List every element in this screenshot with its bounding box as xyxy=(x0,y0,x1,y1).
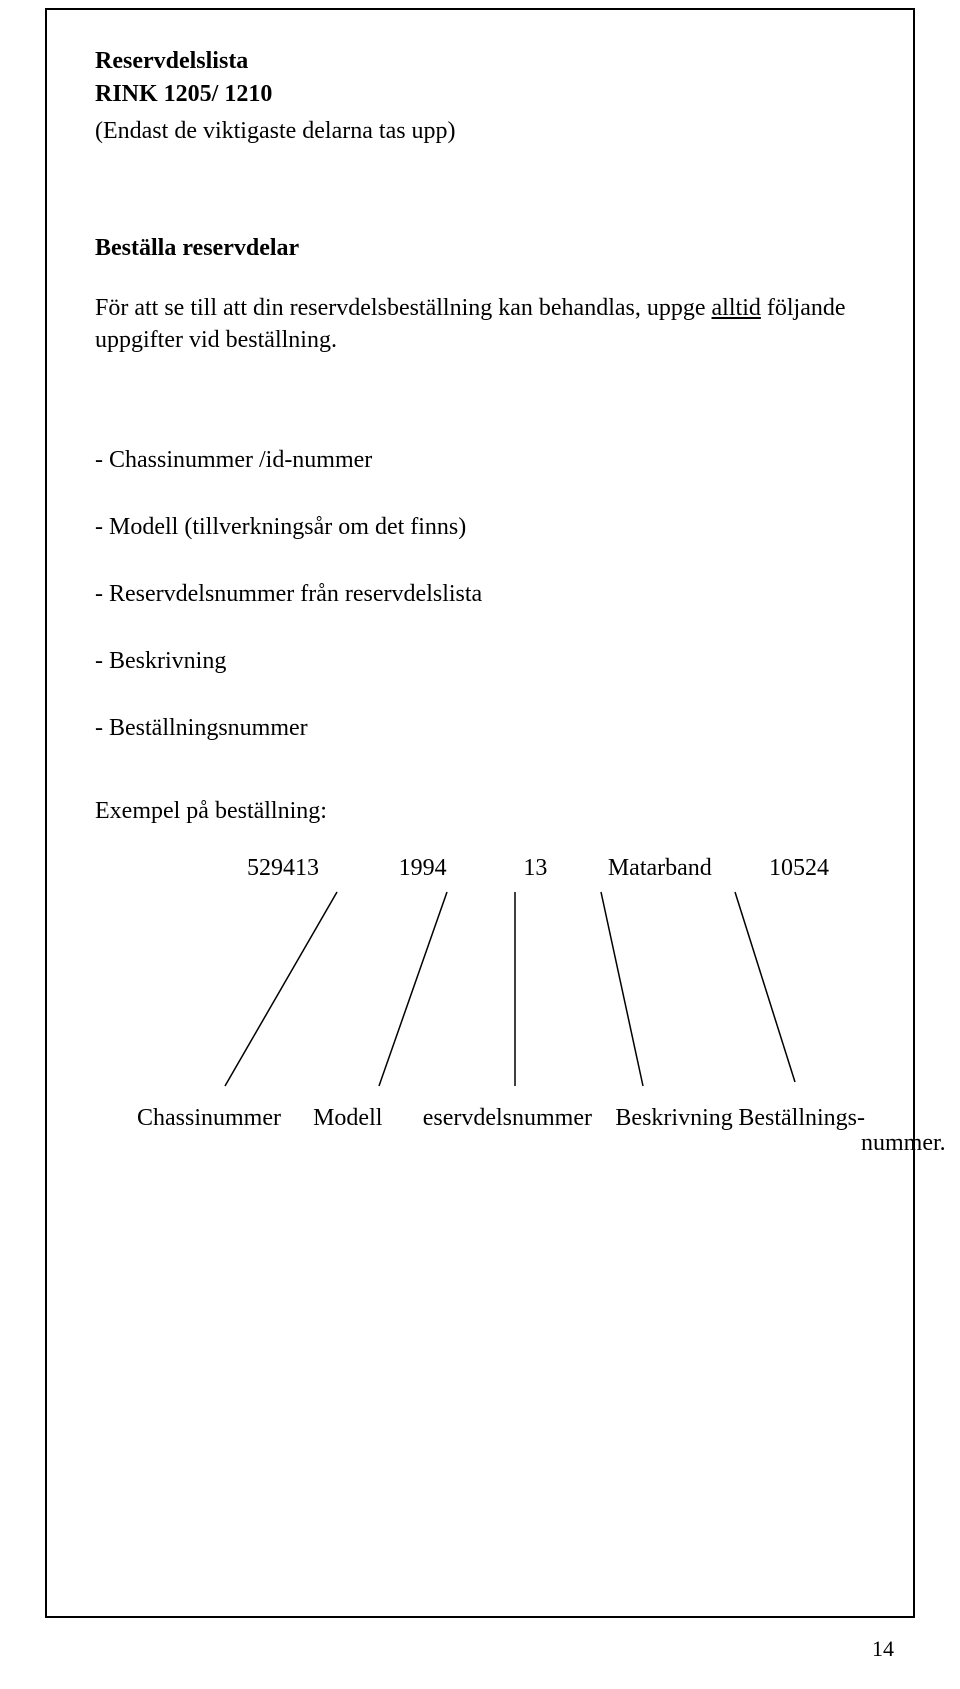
para-underlined: alltid xyxy=(712,295,761,321)
subtitle: (Endast de viktigaste delarna tas upp) xyxy=(95,118,865,145)
example-value: 10524 xyxy=(769,855,865,882)
list-item: - Beskrivning xyxy=(95,648,865,675)
label-eservdelsnummer: eservdelsnummer xyxy=(423,1105,616,1132)
example-label: Exempel på beställning: xyxy=(95,798,865,825)
page-frame: Reservdelslista RINK 1205/ 1210 (Endast … xyxy=(45,8,915,1618)
label-chassinummer: Chassinummer xyxy=(137,1105,313,1132)
example-value: 529413 xyxy=(247,855,399,882)
title-reservdelslista: Reservdelslista xyxy=(95,48,865,75)
page-number: 14 xyxy=(872,1636,894,1662)
example-values-row: 529413 1994 13 Matarband 10524 xyxy=(247,855,865,882)
section-heading: Beställa reservdelar xyxy=(95,235,865,262)
list-item: - Reservdelsnummer från reservdelslista xyxy=(95,581,865,608)
example-value: 1994 xyxy=(399,855,524,882)
connector-diagram xyxy=(95,882,865,1097)
para-part1: För att se till att din reservdelsbestäl… xyxy=(95,295,712,321)
label-beskrivning: Beskrivning xyxy=(615,1105,738,1132)
intro-paragraph: För att se till att din reservdelsbestäl… xyxy=(95,292,865,357)
label-nummer-tail: nummer. xyxy=(861,1130,865,1157)
connector-lines-svg xyxy=(95,882,875,1092)
example-value: 13 xyxy=(523,855,607,882)
label-bestallnings: Beställnings- xyxy=(738,1105,865,1132)
example-value: Matarband xyxy=(608,855,769,882)
title-rink: RINK 1205/ 1210 xyxy=(95,81,865,108)
list-item: - Beställningsnummer xyxy=(95,715,865,742)
list-item: - Modell (tillverkningsår om det finns) xyxy=(95,514,865,541)
label-modell: Modell xyxy=(313,1105,423,1132)
list-item: - Chassinummer /id-nummer xyxy=(95,447,865,474)
labels-row: Chassinummer Modell eservdelsnummer Besk… xyxy=(137,1105,865,1132)
